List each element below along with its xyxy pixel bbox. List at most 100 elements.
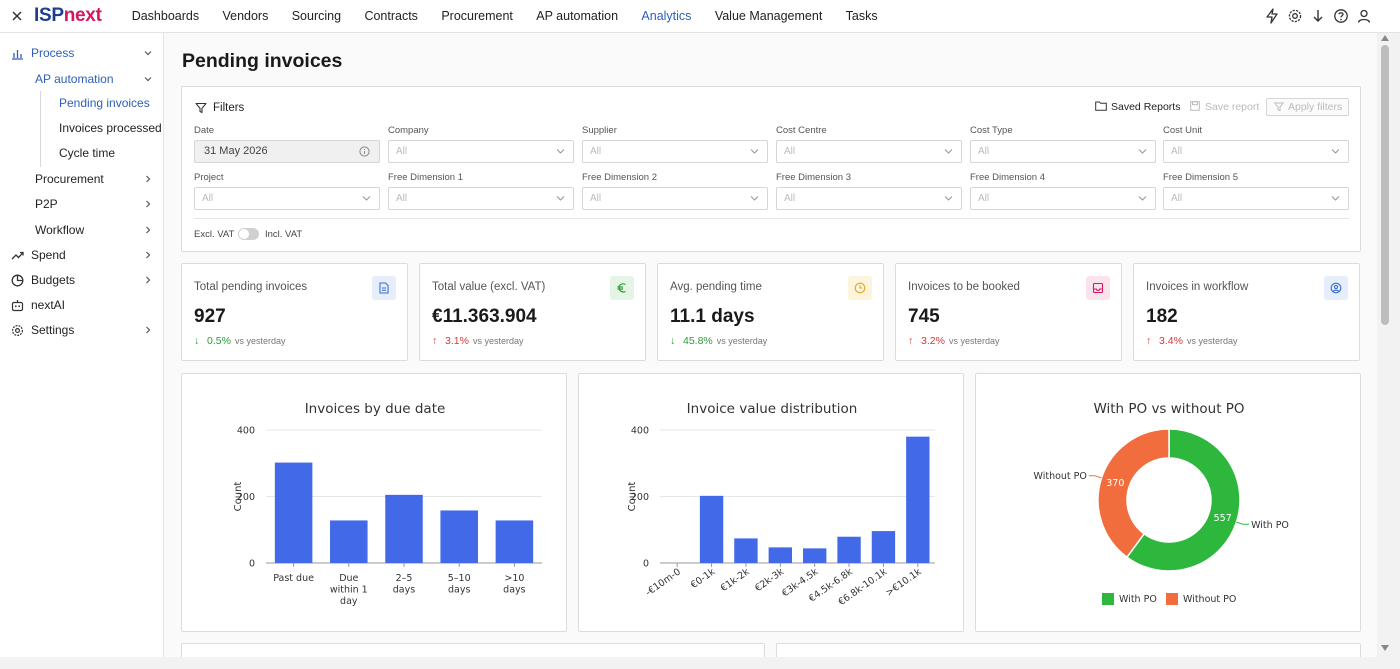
isp-next-logo[interactable]: ISPnext: [34, 5, 102, 26]
bar-6-8k-10-1k[interactable]: [871, 531, 896, 563]
x-tick-label: €1k-2k: [719, 566, 752, 594]
close-icon[interactable]: [9, 8, 25, 24]
legend-swatch: [1102, 593, 1114, 605]
kpi-value: 745: [908, 306, 940, 327]
sidebar-item-p2p[interactable]: P2P: [0, 193, 164, 215]
save-report-label: Save report: [1205, 101, 1260, 113]
vertical-scrollbar[interactable]: [1377, 33, 1400, 669]
bar-10-1k[interactable]: [906, 436, 930, 563]
sidebar-item-invoices-processed[interactable]: Invoices processed: [0, 117, 164, 139]
robot-icon: [11, 300, 24, 312]
x-tick-label: 2–5 days: [393, 573, 415, 596]
filter-select-free-dimension-3[interactable]: All: [776, 187, 962, 210]
user-icon[interactable]: [1356, 8, 1372, 24]
sidebar: Process AP automation Pending invoices I…: [0, 33, 164, 669]
bar-past-due[interactable]: [274, 462, 313, 563]
sidebar-item-label: Process: [31, 46, 75, 60]
sidebar-item-process[interactable]: Process: [0, 42, 164, 64]
slice-name-label: Without PO: [1034, 471, 1087, 482]
info-icon: [359, 146, 370, 157]
date-picker[interactable]: 31 May 2026: [194, 140, 380, 163]
help-icon[interactable]: [1333, 8, 1349, 24]
gear-icon[interactable]: [1287, 8, 1303, 24]
filter-select-cost-centre[interactable]: All: [776, 140, 962, 163]
bar-due-within-1-day[interactable]: [330, 520, 368, 563]
vat-toggle[interactable]: [238, 228, 259, 240]
legend-swatch: [1166, 593, 1178, 605]
nav-value-management[interactable]: Value Management: [714, 9, 823, 23]
filters-panel: Filters Saved Reports Save report Apply …: [181, 86, 1361, 252]
x-tick-label: Past due: [273, 573, 314, 584]
nav-procurement[interactable]: Procurement: [441, 9, 513, 23]
y-axis-label: Count: [627, 482, 638, 512]
legend-item-with-po[interactable]: With PO: [1102, 593, 1157, 605]
sidebar-item-pending-invoices[interactable]: Pending invoices: [0, 92, 164, 114]
sidebar-item-settings[interactable]: Settings: [0, 319, 164, 341]
sidebar-item-procurement[interactable]: Procurement: [0, 168, 164, 190]
bar-5-10-days[interactable]: [440, 510, 478, 563]
chevron-right-icon: [146, 200, 151, 208]
bar-3k-4-5k[interactable]: [803, 548, 827, 563]
saved-reports-button[interactable]: Saved Reports: [1095, 101, 1180, 113]
arrow-down-icon: ↓: [194, 335, 200, 347]
filter-label-company: Company: [388, 125, 429, 136]
nav-vendors[interactable]: Vendors: [222, 9, 269, 23]
with-po-vs-without-po-chart: With PO vs without PO 557 With PO 370 Withou…: [975, 373, 1361, 632]
y-tick-label: 400: [237, 426, 255, 437]
arrow-up-icon: ↑: [432, 335, 438, 347]
x-tick-label: Due within 1 day: [330, 573, 368, 607]
nav-ap-automation[interactable]: AP automation: [536, 9, 619, 23]
nav-contracts[interactable]: Contracts: [364, 9, 418, 23]
nav-tasks[interactable]: Tasks: [845, 9, 878, 23]
slice-without-po[interactable]: [1097, 428, 1170, 559]
bar-2k-3k[interactable]: [768, 547, 792, 563]
chevron-down-icon: [556, 149, 565, 154]
x-tick-label-line: >10: [504, 573, 524, 584]
bar-10-days[interactable]: [495, 520, 534, 563]
invoices-by-due-date-chart: Invoices by due date 0 200 400 Count Past due…: [181, 373, 567, 632]
x-tick-label: €0-1k: [689, 566, 718, 591]
scroll-up-arrow-icon[interactable]: [1381, 35, 1389, 41]
filter-select-cost-type[interactable]: All: [970, 140, 1156, 163]
slice-with-po[interactable]: [1125, 428, 1241, 572]
nav-analytics[interactable]: Analytics: [641, 9, 692, 23]
filter-select-supplier[interactable]: All: [582, 140, 768, 163]
scroll-down-arrow-icon[interactable]: [1381, 645, 1389, 651]
filter-select-free-dimension-2[interactable]: All: [582, 187, 768, 210]
filter-select-free-dimension-5[interactable]: All: [1163, 187, 1349, 210]
bar-0-1k[interactable]: [699, 495, 724, 563]
filter-label-cost-type: Cost Type: [970, 125, 1013, 136]
scrollbar-thumb[interactable]: [1381, 45, 1389, 325]
save-report-button[interactable]: Save report: [1190, 101, 1259, 113]
sidebar-item-workflow[interactable]: Workflow: [0, 219, 164, 241]
bar-1k-2k[interactable]: [734, 538, 758, 563]
filter-value: All: [1171, 193, 1183, 204]
filter-select-company[interactable]: All: [388, 140, 574, 163]
nav-dashboards[interactable]: Dashboards: [131, 9, 200, 23]
filter-select-cost-unit[interactable]: All: [1163, 140, 1349, 163]
horizontal-scrollbar[interactable]: [0, 657, 1377, 669]
legend-item-without-po[interactable]: Without PO: [1166, 593, 1236, 605]
filter-label-project: Project: [194, 172, 224, 183]
bar-2-5-days[interactable]: [385, 494, 423, 563]
x-tick-label-line: within 1: [330, 585, 368, 596]
filter-select-free-dimension-1[interactable]: All: [388, 187, 574, 210]
sidebar-item-budgets[interactable]: Budgets: [0, 269, 164, 291]
bar-4-5k-6-8k[interactable]: [837, 536, 861, 563]
sidebar-item-label: Settings: [31, 323, 75, 337]
lightning-icon[interactable]: [1264, 8, 1280, 24]
filter-icon: [195, 102, 207, 114]
nav-sourcing[interactable]: Sourcing: [291, 9, 342, 23]
filter-select-free-dimension-4[interactable]: All: [970, 187, 1156, 210]
apply-filters-button[interactable]: Apply filters: [1266, 98, 1349, 116]
filter-value: All: [784, 146, 796, 157]
sidebar-item-nextai[interactable]: nextAI: [0, 294, 164, 316]
top-navigation-bar: ISPnext Dashboards Vendors Sourcing Cont…: [0, 0, 1400, 33]
download-icon[interactable]: [1310, 8, 1326, 24]
filter-value: All: [1171, 146, 1183, 157]
sidebar-item-spend[interactable]: Spend: [0, 244, 164, 266]
kpi-comparison: vs yesterday: [1186, 336, 1238, 346]
sidebar-item-cycle-time[interactable]: Cycle time: [0, 142, 164, 164]
sidebar-item-ap-automation[interactable]: AP automation: [0, 68, 164, 90]
filter-select-project[interactable]: All: [194, 187, 380, 210]
